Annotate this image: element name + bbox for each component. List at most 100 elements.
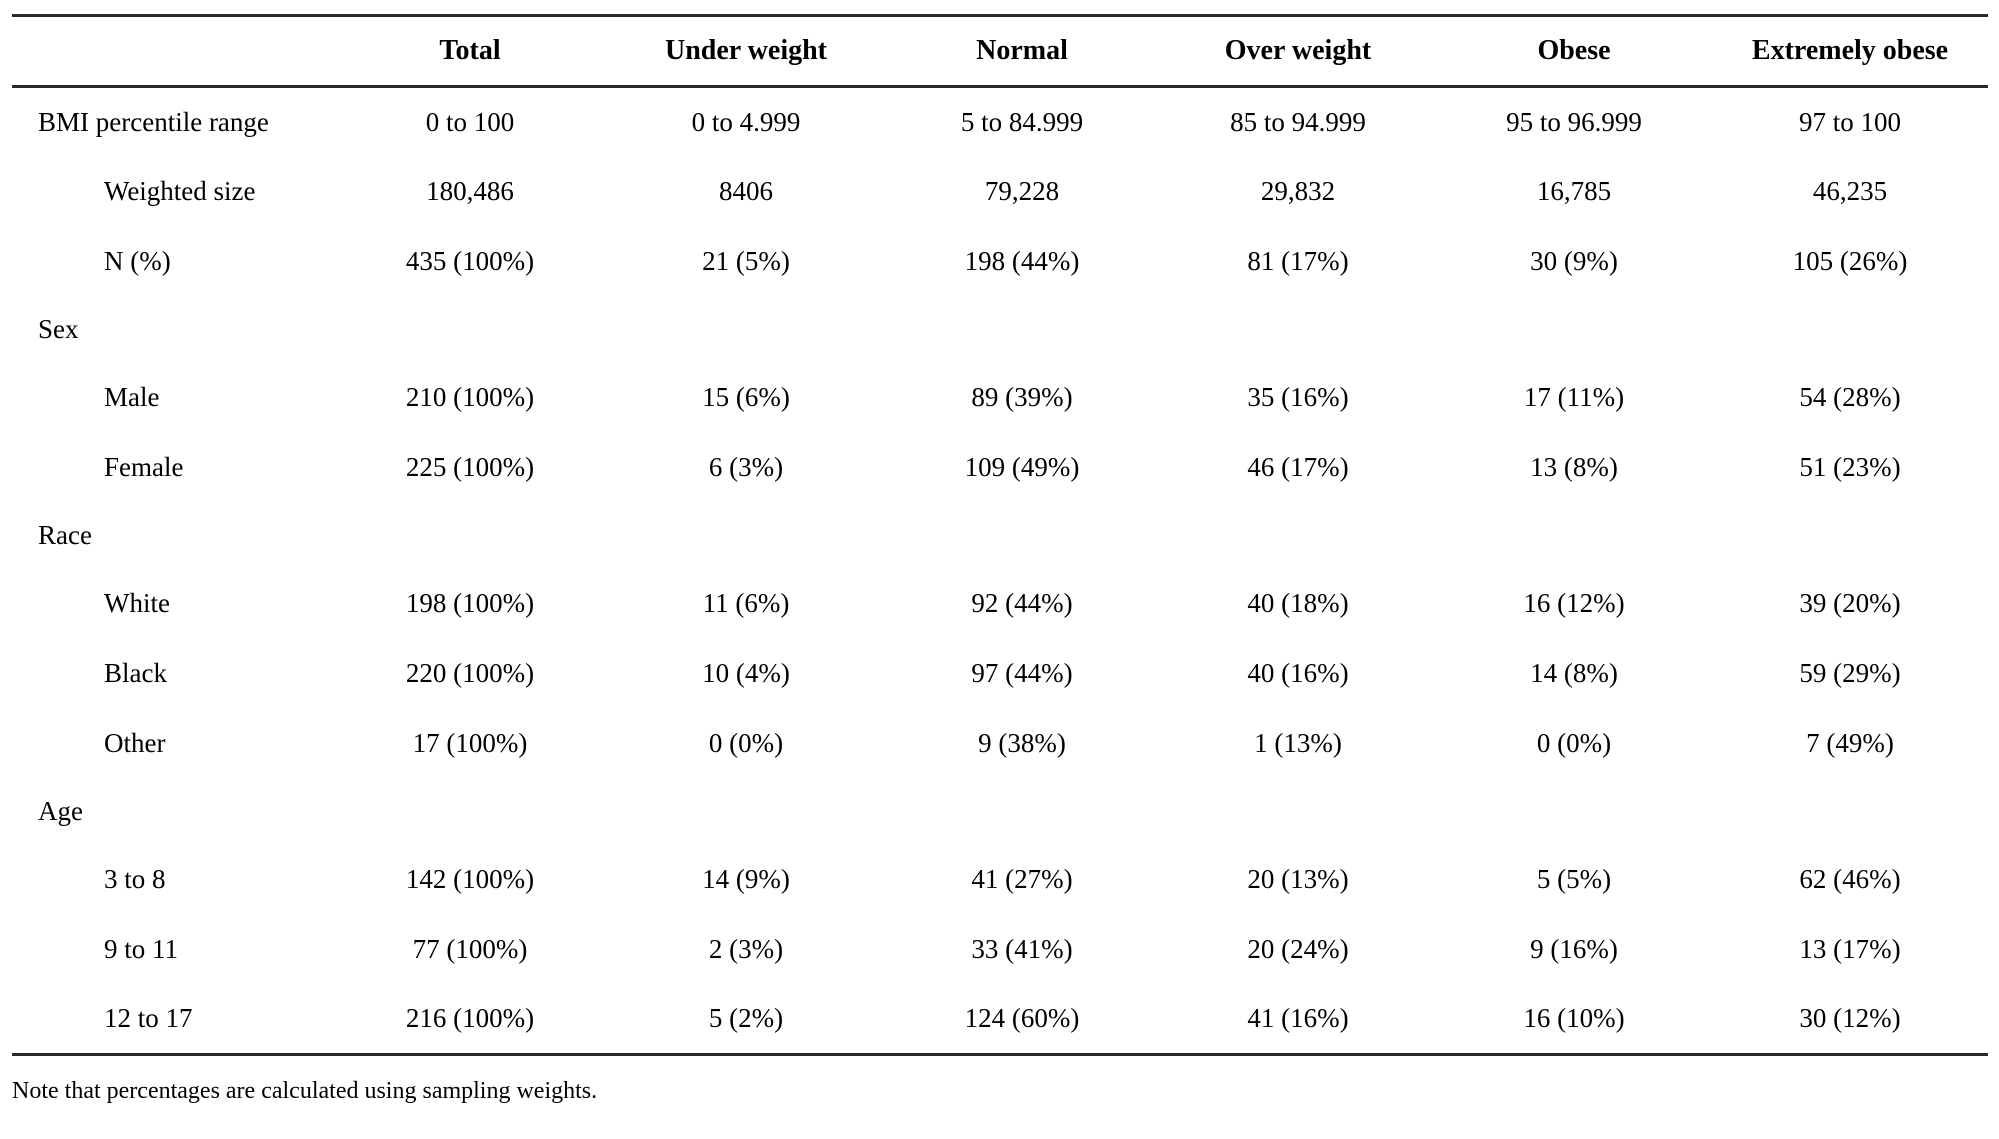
table-cell: 198 (100%) [405, 588, 535, 618]
table-cell: 95 to 96.999 [1506, 106, 1642, 137]
table-cell [608, 503, 884, 569]
table-cell: 40 (18%) [1247, 588, 1349, 618]
table-cell: 41 (27%) [971, 864, 1073, 894]
row-label: Age [38, 796, 83, 826]
table-cell [608, 297, 884, 363]
table-cell: 16 (12%) [1523, 588, 1625, 618]
table-cell: 0 (0%) [708, 728, 784, 758]
table-cell: 40 (16%) [1247, 658, 1349, 688]
table-cell [884, 779, 1160, 845]
table-cell: 89 (39%) [971, 382, 1073, 412]
table-section-row: Sex [12, 297, 1988, 363]
table-cell: 46 (17%) [1247, 452, 1349, 482]
table-cell: 97 (44%) [971, 658, 1073, 688]
table-cell: 33 (41%) [971, 934, 1073, 964]
table-cell: 30 (12%) [1799, 1003, 1901, 1034]
table-cell [884, 297, 1160, 363]
table-row: Female 225 (100%) 6 (3%) 109 (49%) 46 (17%) 1… [12, 433, 1988, 503]
table-cell: 13 (17%) [1799, 934, 1901, 964]
table-cell: 13 (8%) [1530, 452, 1618, 482]
row-label: 3 to 8 [104, 864, 166, 894]
table-cell: 435 (100%) [405, 246, 535, 276]
table-cell: 41 (16%) [1247, 1003, 1349, 1034]
table-cell: 15 (6%) [702, 382, 790, 412]
table-cell [1160, 297, 1436, 363]
table-cell: 5 (2%) [708, 1003, 784, 1034]
table-cell: 0 to 100 [425, 106, 515, 137]
table-cell: 6 (3%) [708, 452, 784, 482]
table-cell: 10 (4%) [702, 658, 790, 688]
table-row: Black 220 (100%) 10 (4%) 97 (44%) 40 (16%) 14… [12, 639, 1988, 709]
column-header-overweight: Over weight [1160, 15, 1436, 88]
column-header-extremely-obese: Extremely obese [1712, 15, 1988, 88]
table-section-row: Race [12, 503, 1988, 569]
table-cell: 2 (3%) [708, 934, 784, 964]
table-cell: 1 (13%) [1254, 728, 1342, 758]
table-cell: 79,228 [984, 176, 1060, 206]
table-row: Male 210 (100%) 15 (6%) 89 (39%) 35 (16%) 17 … [12, 363, 1988, 433]
table-cell: 0 to 4.999 [691, 106, 801, 137]
table-row: BMI percentile range 0 to 100 0 to 4.999 5 … [12, 87, 1988, 157]
table-row: Weighted size 180,486 8406 79,228 29,832 16,7… [12, 157, 1988, 227]
table-cell: 17 (100%) [412, 728, 528, 758]
row-label: 9 to 11 [104, 934, 178, 964]
row-label: BMI percentile range [38, 106, 269, 137]
bmi-distribution-table: Total Under weight Normal Over weight Ob… [12, 14, 1988, 1056]
row-label: Black [104, 658, 167, 688]
table-cell: 21 (5%) [702, 246, 790, 276]
table-cell: 81 (17%) [1247, 246, 1349, 276]
row-label: N (%) [104, 246, 171, 276]
table-cell: 54 (28%) [1799, 382, 1901, 412]
column-header-obese: Obese [1436, 15, 1712, 88]
column-header-rowlabels [12, 15, 332, 88]
table-cell: 216 (100%) [405, 1003, 535, 1034]
table-cell [332, 779, 608, 845]
table-cell [1160, 503, 1436, 569]
row-label: Male [104, 382, 160, 412]
table-cell [1712, 503, 1988, 569]
row-label: Sex [38, 314, 79, 344]
table-row: 9 to 11 77 (100%) 2 (3%) 33 (41%) 20 (24%) 9 … [12, 915, 1988, 985]
table-cell: 7 (49%) [1806, 728, 1894, 758]
table-cell: 225 (100%) [405, 452, 535, 482]
table-row: 3 to 8 142 (100%) 14 (9%) 41 (27%) 20 (13%) 5… [12, 845, 1988, 915]
row-label: Race [38, 520, 92, 550]
table-cell: 142 (100%) [405, 864, 535, 894]
table-cell: 0 (0%) [1536, 728, 1612, 758]
table-cell: 198 (44%) [964, 246, 1080, 276]
table-cell [608, 779, 884, 845]
table-cell: 14 (9%) [702, 864, 790, 894]
table-cell: 11 (6%) [702, 588, 790, 618]
table-cell: 124 (60%) [964, 1003, 1080, 1034]
table-cell: 180,486 [426, 176, 514, 206]
table-cell: 109 (49%) [964, 452, 1080, 482]
table-cell: 105 (26%) [1792, 246, 1908, 276]
table-cell: 5 (5%) [1536, 864, 1612, 894]
table-cell [1436, 503, 1712, 569]
table-cell [1436, 779, 1712, 845]
table-cell: 39 (20%) [1799, 588, 1901, 618]
table-cell: 9 (16%) [1530, 934, 1618, 964]
table-cell: 77 (100%) [412, 934, 528, 964]
table-cell [1436, 297, 1712, 363]
table-section-row: Age [12, 779, 1988, 845]
column-header-normal: Normal [884, 15, 1160, 88]
table-cell: 16,785 [1536, 176, 1612, 206]
table-cell [1712, 779, 1988, 845]
table-cell: 30 (9%) [1530, 246, 1618, 276]
table-cell: 59 (29%) [1799, 658, 1901, 688]
table-cell [1712, 297, 1988, 363]
table-cell [332, 503, 608, 569]
table-cell [332, 297, 608, 363]
table-cell: 62 (46%) [1799, 864, 1901, 894]
table-row: White 198 (100%) 11 (6%) 92 (44%) 40 (18%) 16… [12, 569, 1988, 639]
table-cell: 17 (11%) [1523, 382, 1625, 412]
column-header-underweight: Under weight [608, 15, 884, 88]
table-row: 12 to 17 216 (100%) 5 (2%) 124 (60%) 41 (16%… [12, 985, 1988, 1055]
table-cell: 35 (16%) [1247, 382, 1349, 412]
table-cell: 210 (100%) [405, 382, 535, 412]
table-cell: 20 (24%) [1247, 934, 1349, 964]
table-cell: 29,832 [1260, 176, 1336, 206]
table-cell: 85 to 94.999 [1230, 106, 1366, 137]
